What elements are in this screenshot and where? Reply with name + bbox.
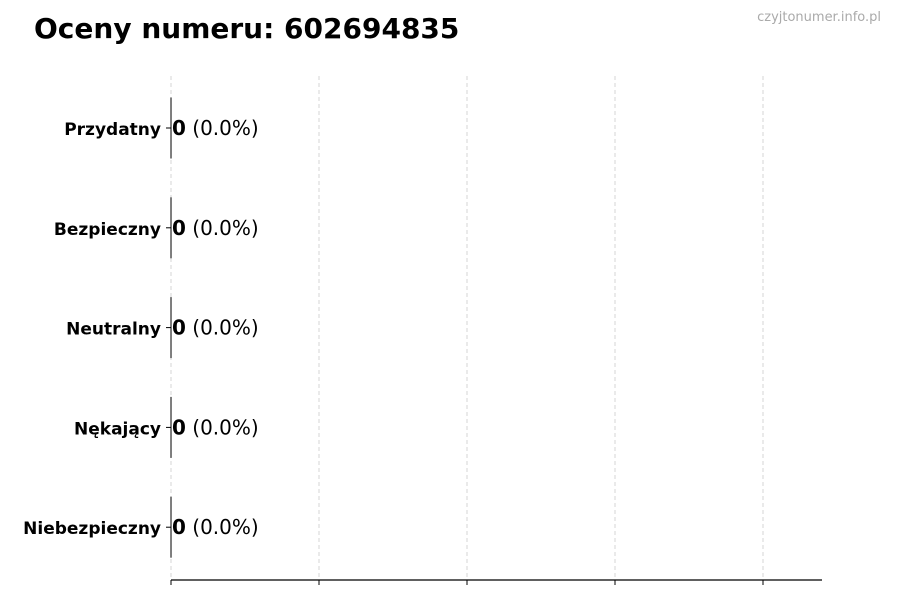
y-tick-label: Bezpieczny — [54, 220, 161, 240]
data-label-percent: (0.0%) — [186, 515, 259, 539]
data-label: 0 (0.0%) — [172, 216, 259, 240]
y-tick-label: Przydatny — [64, 120, 161, 140]
data-label-percent: (0.0%) — [186, 116, 259, 140]
data-label-count: 0 — [172, 515, 186, 539]
chart-title: Oceny numeru: 602694835 — [34, 12, 460, 45]
data-label-count: 0 — [172, 116, 186, 140]
data-label: 0 (0.0%) — [172, 515, 259, 539]
data-label-count: 0 — [172, 316, 186, 340]
y-tick-label: Nękający — [74, 419, 161, 439]
data-label: 0 (0.0%) — [172, 415, 259, 439]
data-label: 0 (0.0%) — [172, 116, 259, 140]
data-label: 0 (0.0%) — [172, 316, 259, 340]
data-label-percent: (0.0%) — [186, 316, 259, 340]
data-label-percent: (0.0%) — [186, 216, 259, 240]
data-label-count: 0 — [172, 415, 186, 439]
y-tick-label: Neutralny — [66, 320, 161, 340]
watermark: czyjtonumer.info.pl — [757, 10, 881, 25]
data-label-percent: (0.0%) — [186, 415, 259, 439]
y-tick-label: Niebezpieczny — [23, 519, 161, 539]
data-label-count: 0 — [172, 216, 186, 240]
